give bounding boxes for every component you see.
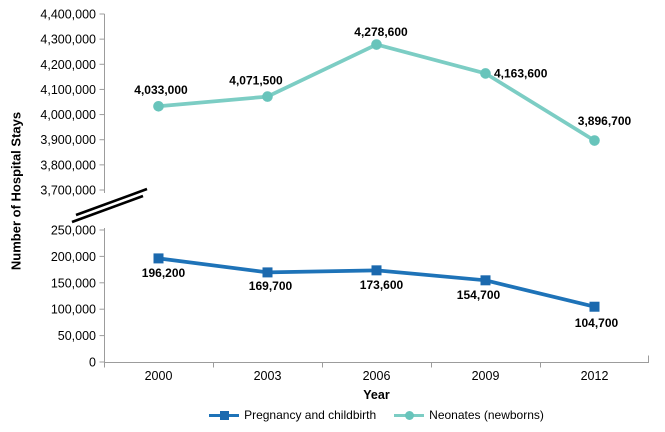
data-label: 196,200 xyxy=(142,266,186,280)
axis-break-mark xyxy=(75,187,148,217)
y-tick-label-lower: 50,000 xyxy=(58,329,96,343)
data-label: 154,700 xyxy=(457,288,501,302)
y-tick-label-lower: 150,000 xyxy=(51,276,96,290)
data-label: 104,700 xyxy=(575,316,619,330)
y-tick-label-upper: 4,200,000 xyxy=(40,58,96,72)
y-tick-label-upper: 4,100,000 xyxy=(40,83,96,97)
data-label: 4,033,000 xyxy=(134,83,188,97)
x-tick-label: 2009 xyxy=(472,369,500,383)
y-tick-label-upper: 4,400,000 xyxy=(40,8,96,22)
y-axis-title: Number of Hospital Stays xyxy=(8,111,24,271)
axis-break-mark xyxy=(71,194,144,224)
y-tick-label-lower: 200,000 xyxy=(51,250,96,264)
x-tick-label: 2003 xyxy=(254,369,282,383)
x-tick-label: 2006 xyxy=(363,369,391,383)
data-label: 173,600 xyxy=(360,278,404,292)
data-label: 4,163,600 xyxy=(494,66,548,80)
legend-label: Neonates (newborns) xyxy=(429,408,544,422)
x-tick-label: 2012 xyxy=(581,369,609,383)
circle-marker-icon xyxy=(394,410,425,420)
y-tick-label-upper: 3,700,000 xyxy=(40,184,96,198)
legend-marker xyxy=(219,410,229,420)
legend-label: Pregnancy and childbirth xyxy=(244,408,377,422)
series-marker-circle xyxy=(480,68,491,79)
y-tick-label-upper: 4,000,000 xyxy=(40,108,96,122)
x-axis-title: Year xyxy=(363,388,390,402)
data-label: 3,896,700 xyxy=(578,114,632,128)
legend-marker xyxy=(404,410,414,420)
series-marker-square xyxy=(153,253,164,264)
y-tick-label-lower: 250,000 xyxy=(51,224,96,238)
series-line-upper xyxy=(156,42,597,143)
legend-item-neonates: Neonates (newborns) xyxy=(394,408,544,422)
data-label: 4,071,500 xyxy=(229,74,283,88)
data-label: 4,278,600 xyxy=(354,25,408,39)
y-tick-label-upper: 3,800,000 xyxy=(40,158,96,172)
series-marker-square xyxy=(480,275,491,286)
series-marker-circle xyxy=(153,100,164,112)
series-marker-circle xyxy=(589,135,600,146)
chart-legend: Pregnancy and childbirth Neonates (newbor… xyxy=(104,405,649,425)
x-tick-label: 2000 xyxy=(145,369,173,383)
y-tick-label-upper: 3,900,000 xyxy=(40,133,96,147)
legend-item-pregnancy-childbirth: Pregnancy and childbirth xyxy=(209,408,376,422)
series-marker-square xyxy=(589,301,600,312)
y-tick-label-upper: 4,300,000 xyxy=(40,33,96,47)
series-marker-square xyxy=(371,265,382,276)
square-marker-icon xyxy=(209,410,240,420)
data-label: 169,700 xyxy=(249,279,293,293)
series-marker-square xyxy=(262,267,273,278)
y-tick-label-lower: 100,000 xyxy=(51,303,96,317)
series-marker-circle xyxy=(262,91,273,102)
y-tick-label-lower: 0 xyxy=(89,356,96,370)
series-marker-circle xyxy=(371,39,382,50)
